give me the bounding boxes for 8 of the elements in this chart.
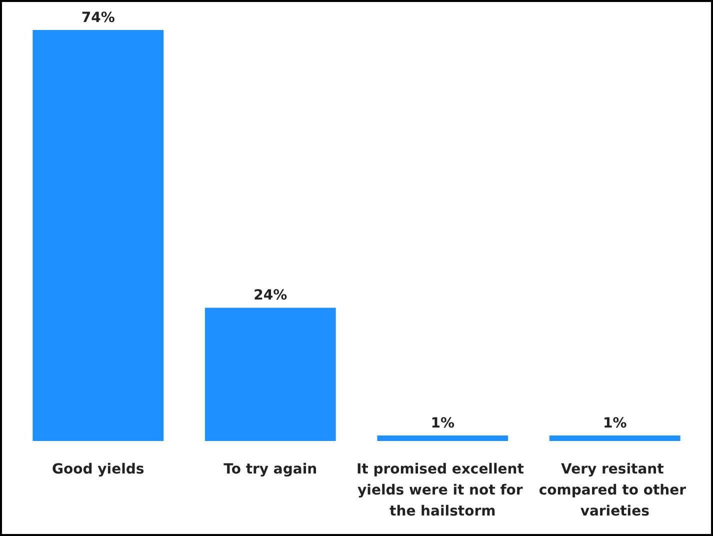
x-tick-label: It promised excellent yields were it not for the hailstorm — [356, 462, 529, 520]
x-tick-label: Very resitant compared to other varieties — [538, 462, 691, 520]
x-tick-label: Good yields — [52, 462, 144, 478]
x-tick-label: To try again — [224, 462, 318, 478]
data-label: 1% — [602, 415, 627, 432]
data-label: 24% — [254, 288, 288, 304]
data-label: 74% — [81, 10, 115, 26]
data-label: 1% — [430, 415, 455, 432]
